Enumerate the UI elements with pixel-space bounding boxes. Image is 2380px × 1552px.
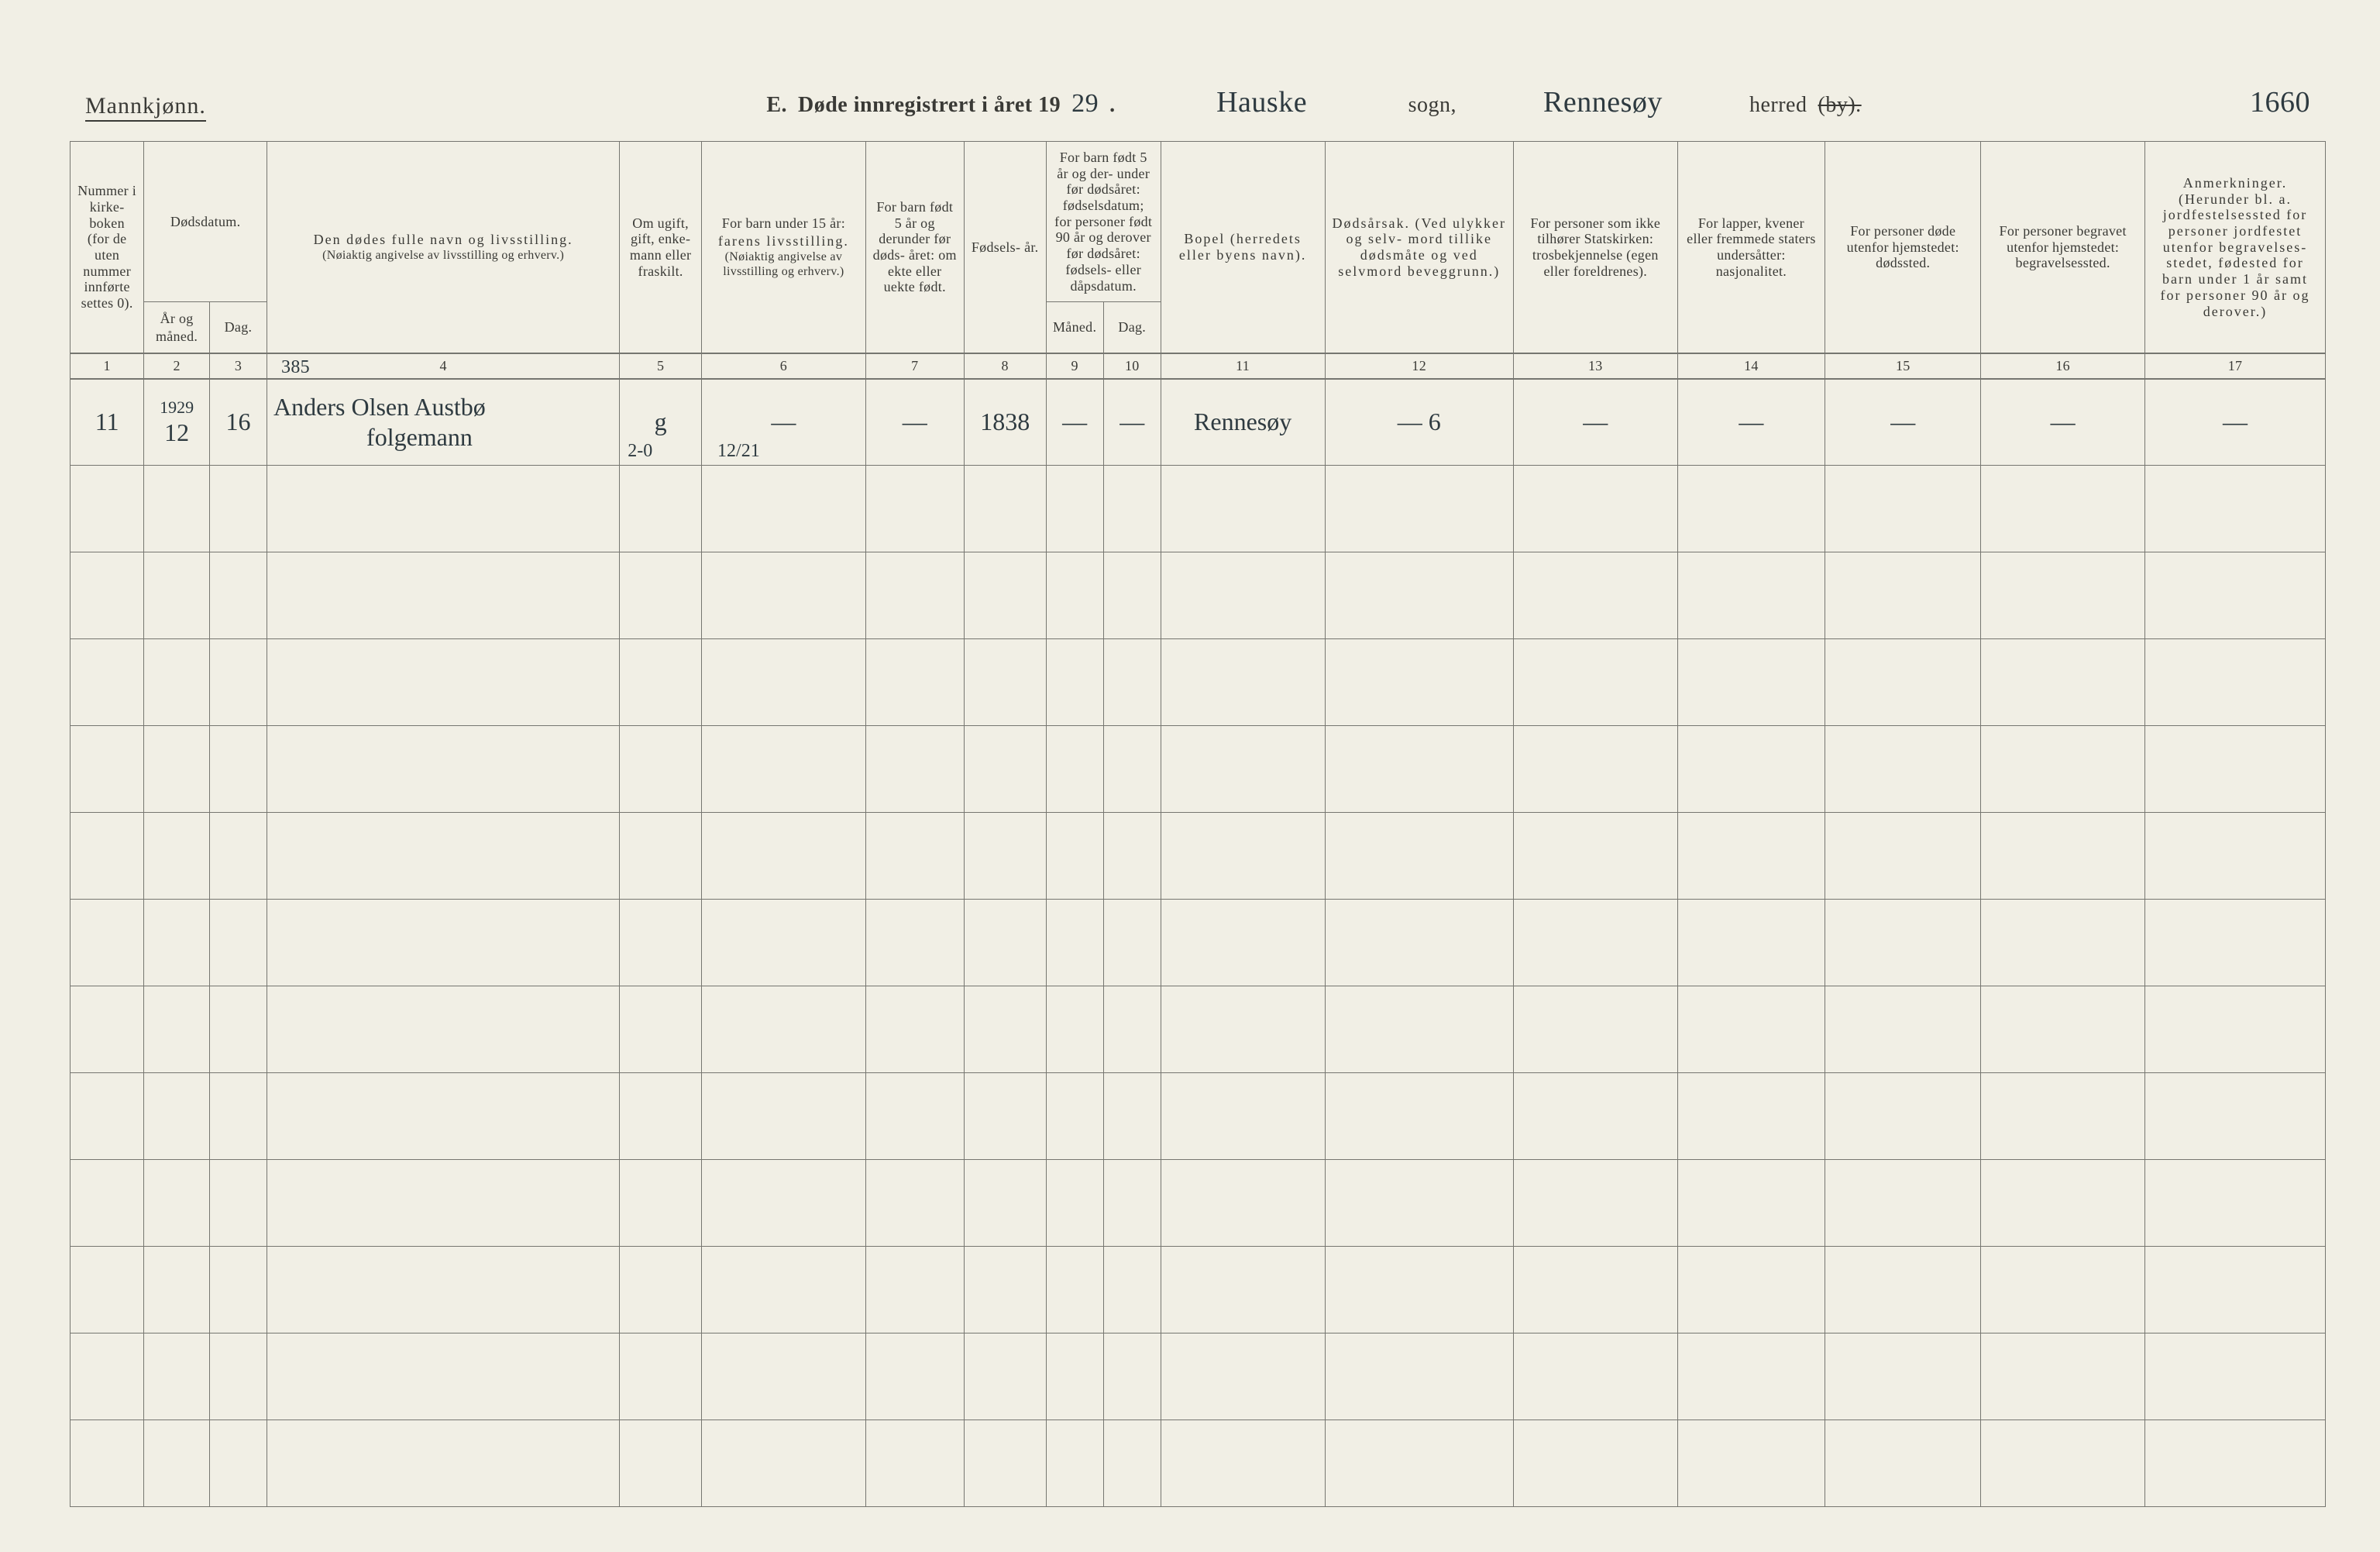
table-head: Nummer i kirke- boken (for de uten numme… <box>71 142 2326 379</box>
col-2-subheader: År og måned. <box>144 302 210 354</box>
herred-handwritten: Rennesøy <box>1467 85 1739 119</box>
colnum-10: 10 <box>1103 353 1161 379</box>
by-struck: (by). <box>1818 93 1862 118</box>
colnum-9: 9 <box>1046 353 1103 379</box>
colnum-6: 6 <box>702 353 866 379</box>
table-row <box>71 639 2326 726</box>
cell-burialplace: — <box>1981 379 2145 466</box>
cell-remarks: — <box>2145 379 2326 466</box>
colnum-15: 15 <box>1825 353 1981 379</box>
table-row <box>71 900 2326 986</box>
col-1-header: Nummer i kirke- boken (for de uten numme… <box>71 142 144 354</box>
colnum-7: 7 <box>865 353 964 379</box>
colnum-4: 4 385 <box>267 353 620 379</box>
table-row <box>71 466 2326 552</box>
ledger-table: Nummer i kirke- boken (for de uten numme… <box>70 141 2326 1507</box>
cell-day: 16 <box>209 379 267 466</box>
ledger-page: Mannkjønn. E. Døde innregistrert i året … <box>0 0 2380 1552</box>
table-row <box>71 1247 2326 1333</box>
cell-birth-day: — <box>1103 379 1161 466</box>
header-title: E. Døde innregistrert i året 1929. Hausk… <box>442 85 2186 119</box>
cell-deathplace: — <box>1825 379 1981 466</box>
header-left-label: Mannkjønn. <box>85 93 442 119</box>
year-handwritten: 29 <box>1071 89 1099 119</box>
col-17-header: Anmerkninger. (Herunder bl. a. jordfeste… <box>2145 142 2326 354</box>
cell-legit: — <box>865 379 964 466</box>
table-row <box>71 1160 2326 1247</box>
cell-faith: — <box>1513 379 1677 466</box>
cell-birth-month: — <box>1046 379 1103 466</box>
page-number-hand: 1660 <box>2250 86 2310 119</box>
colnum-5: 5 <box>620 353 702 379</box>
cell-nationality: — <box>1677 379 1825 466</box>
table-row <box>71 1333 2326 1420</box>
table-row <box>71 552 2326 639</box>
colnum-12: 12 <box>1325 353 1513 379</box>
col-12-header: Dødsårsak. (Ved ulykker og selv- mord ti… <box>1325 142 1513 354</box>
table-row <box>71 986 2326 1073</box>
col-13-header: For personer som ikke tilhører Statskirk… <box>1513 142 1677 354</box>
col-6-header: For barn under 15 år: farens livsstillin… <box>702 142 866 354</box>
colnum-1: 1 <box>71 353 144 379</box>
header-page-number: 1660 <box>2186 85 2310 119</box>
title-text: Døde innregistrert i året 19 <box>798 93 1061 118</box>
cell-birthyear: 1838 <box>964 379 1046 466</box>
sogn-handwritten: Hauske <box>1126 85 1398 119</box>
cell-name: Anders Olsen Austbø folgemann <box>267 379 620 466</box>
cell-father-occ: — 12/21 <box>702 379 866 466</box>
table-row <box>71 726 2326 813</box>
table-body: 11 1929 12 16 Anders Olsen Austbø folgem… <box>71 379 2326 1507</box>
col-9-subheader: Måned. <box>1046 302 1103 354</box>
col-8-header: Fødsels- år. <box>964 142 1046 354</box>
col-16-header: For personer begravet utenfor hjemstedet… <box>1981 142 2145 354</box>
col-11-header: Bopel (herredets eller byens navn). <box>1161 142 1325 354</box>
mannkjonn-label: Mannkjønn. <box>85 93 206 122</box>
folio-ref-hand: 385 <box>281 356 310 379</box>
colnum-14: 14 <box>1677 353 1825 379</box>
cell-num: 11 <box>71 379 144 466</box>
cell-year-month: 1929 12 <box>144 379 210 466</box>
title-prefix: E. <box>766 93 787 118</box>
table-row <box>71 1420 2326 1507</box>
colnum-17: 17 <box>2145 353 2326 379</box>
col-7-header: For barn født 5 år og derunder før døds-… <box>865 142 964 354</box>
col-9-10-group-header: For barn født 5 år og der- under før død… <box>1046 142 1161 302</box>
col-2-3-group-header: Dødsdatum. <box>144 142 267 302</box>
cell-marital: g 2-0 <box>620 379 702 466</box>
col-15-header: For personer døde utenfor hjemstedet: dø… <box>1825 142 1981 354</box>
table-row <box>71 1073 2326 1160</box>
colnum-16: 16 <box>1981 353 2145 379</box>
col-5-header: Om ugift, gift, enke- mann eller fraskil… <box>620 142 702 354</box>
col-10-subheader: Dag. <box>1103 302 1161 354</box>
colnum-13: 13 <box>1513 353 1677 379</box>
page-header: Mannkjønn. E. Døde innregistrert i året … <box>70 85 2326 127</box>
colnum-2: 2 <box>144 353 210 379</box>
col-14-header: For lapper, kvener eller fremmede stater… <box>1677 142 1825 354</box>
cell-residence: Rennesøy <box>1161 379 1325 466</box>
colnum-3: 3 <box>209 353 267 379</box>
col-4-header: Den dødes fulle navn og livsstilling. (N… <box>267 142 620 354</box>
table-row <box>71 813 2326 900</box>
cell-cause: — 6 <box>1325 379 1513 466</box>
sogn-label: sogn, <box>1408 93 1457 118</box>
colnum-8: 8 <box>964 353 1046 379</box>
col-3-subheader: Dag. <box>209 302 267 354</box>
colnum-11: 11 <box>1161 353 1325 379</box>
column-number-row: 1 2 3 4 385 5 6 7 8 9 10 11 12 13 14 15 … <box>71 353 2326 379</box>
header-row-1: Nummer i kirke- boken (for de uten numme… <box>71 142 2326 302</box>
table-row: 11 1929 12 16 Anders Olsen Austbø folgem… <box>71 379 2326 466</box>
herred-label: herred <box>1749 93 1807 118</box>
